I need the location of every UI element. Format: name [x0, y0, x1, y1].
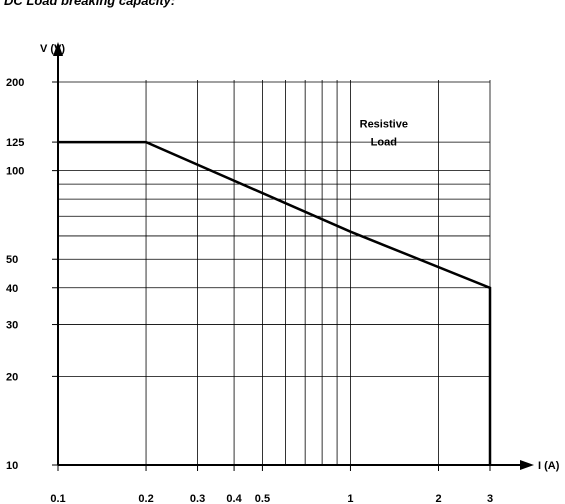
x-tick-label: 3 — [487, 493, 493, 504]
y-tick-label: 10 — [6, 460, 18, 472]
grid — [58, 80, 491, 465]
y-tick-label: 20 — [6, 371, 18, 383]
x-tick-label: 0.2 — [138, 493, 153, 504]
x-tick-label: 0.3 — [190, 493, 205, 504]
annotation-label: Load — [371, 137, 397, 149]
x-axis-arrow — [520, 460, 534, 470]
chart-title: DC Load breaking capacity: — [4, 0, 176, 8]
y-tick-label: 100 — [6, 166, 24, 178]
y-tick-label: 30 — [6, 320, 18, 332]
x-tick-label: 2 — [435, 493, 441, 504]
axes — [52, 42, 534, 471]
y-tick-label: 40 — [6, 283, 18, 295]
y-tick-label: 50 — [6, 254, 18, 266]
x-tick-label: 0.4 — [226, 493, 242, 504]
labels: 10 20 30 40 50 100 125 200 0.1 0.2 0.3 0.4 0.5 1 2 3 V (… — [6, 43, 560, 504]
series — [58, 140, 492, 465]
x-tick-label: 0.1 — [50, 493, 65, 504]
y-axis-arrow — [53, 42, 63, 56]
x-tick-label: 1 — [347, 493, 353, 504]
series-line — [58, 140, 492, 465]
annotation-label: Resistive — [360, 119, 408, 131]
y-axis-label: V (V) — [40, 43, 65, 55]
y-tick-label: 125 — [6, 137, 24, 149]
y-tick-label: 200 — [6, 77, 24, 89]
x-axis-label: I (A) — [538, 460, 560, 472]
x-tick-label: 0.5 — [255, 493, 270, 504]
